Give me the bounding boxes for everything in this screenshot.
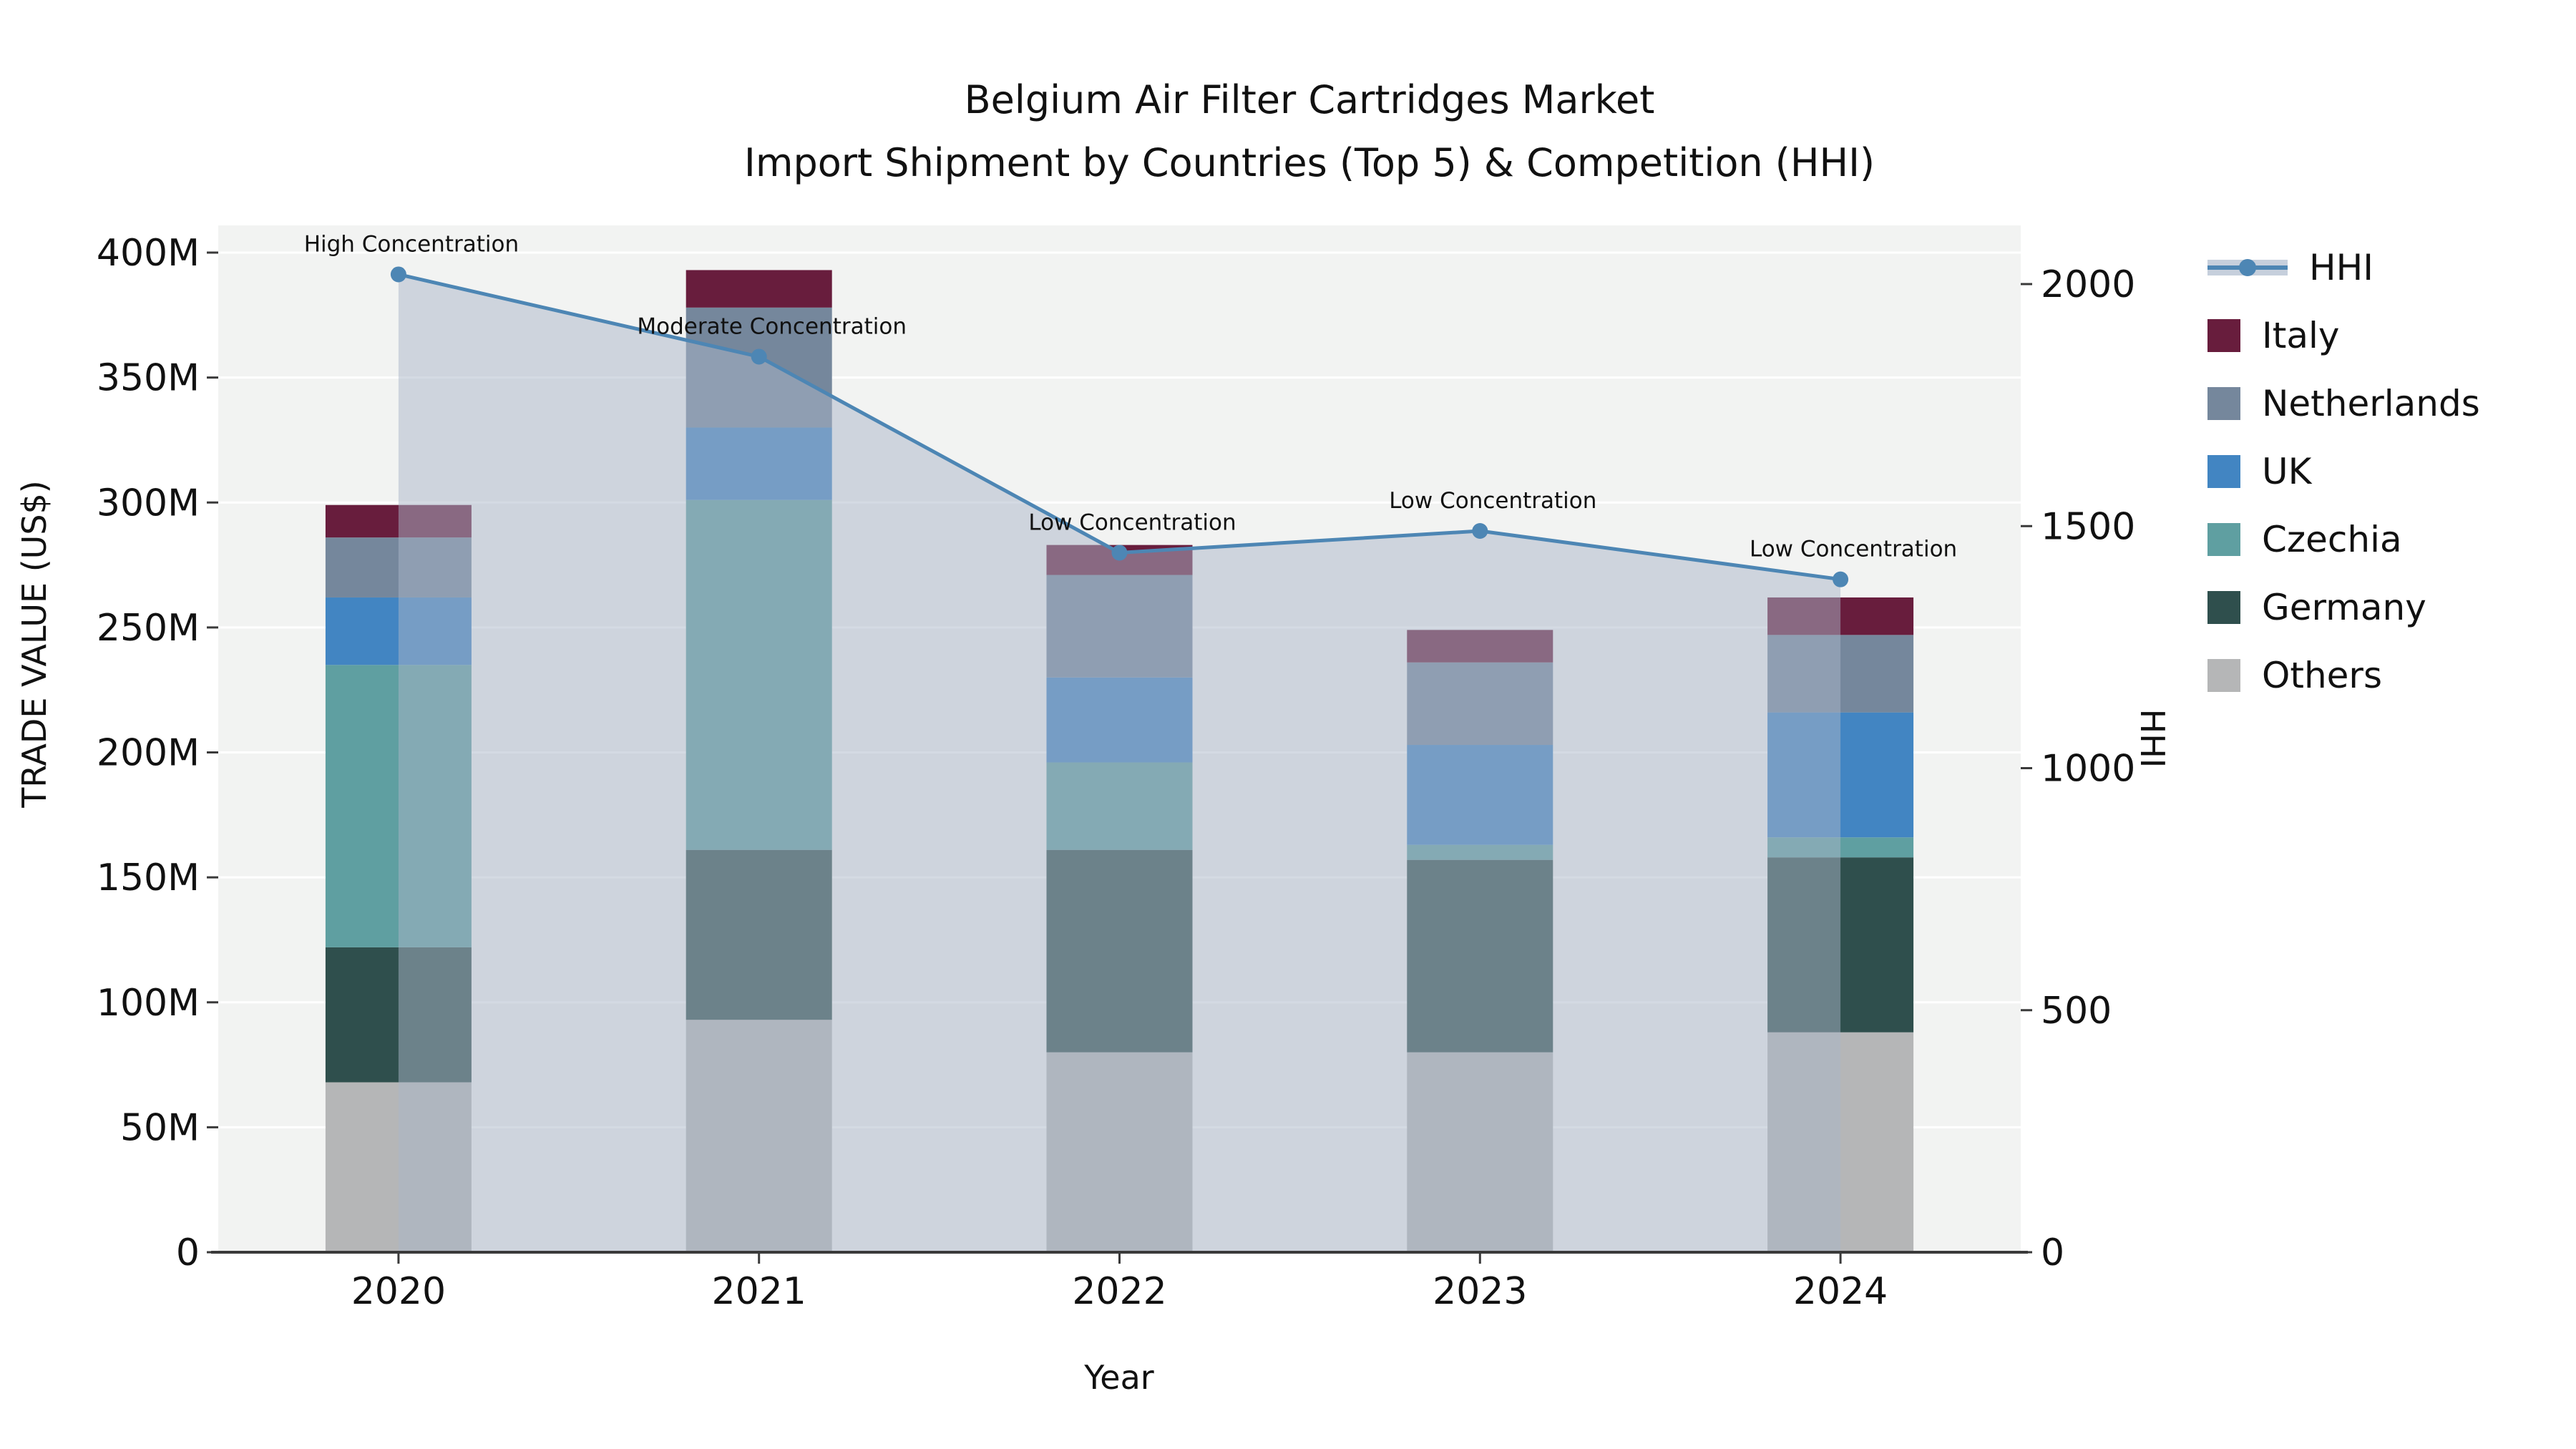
legend-swatch-netherlands-icon	[2207, 386, 2240, 420]
legend-swatch-others-icon	[2207, 658, 2240, 692]
y-right-tick-label-500: 500	[2041, 990, 2112, 1033]
y-right-tick-label-1500: 1500	[2041, 505, 2135, 548]
annotation-2023: Low Concentration	[1389, 488, 1596, 514]
hhi-marker-2023	[1472, 523, 1488, 540]
legend-label-hhi: HHI	[2309, 246, 2373, 288]
legend-item-others: Others	[2207, 641, 2480, 709]
hhi-marker-2022	[1111, 545, 1128, 561]
y-axis-title-left: TRADE VALUE (US$)	[15, 480, 54, 808]
legend-swatch-italy-icon	[2207, 318, 2240, 352]
legend-item-hhi: HHI	[2207, 233, 2480, 301]
y-right-tick-label-0: 0	[2041, 1231, 2064, 1274]
annotation-2021: Moderate Concentration	[637, 313, 907, 339]
annotation-2020: High Concentration	[304, 231, 519, 257]
legend-item-czechia: Czechia	[2207, 505, 2480, 573]
legend-label-others: Others	[2262, 654, 2383, 696]
y-right-tick-label-2000: 2000	[2041, 263, 2135, 306]
legend-item-netherlands: Netherlands	[2207, 369, 2480, 437]
y-left-tick-label-150M: 150M	[97, 857, 200, 899]
x-tick-label-2021: 2021	[712, 1270, 806, 1313]
annotation-2024: Low Concentration	[1750, 537, 1957, 562]
chart-title: Belgium Air Filter Cartridges Market	[964, 77, 1655, 122]
legend-label-netherlands: Netherlands	[2262, 382, 2480, 424]
legend-label-germany: Germany	[2262, 586, 2426, 628]
legend-item-italy: Italy	[2207, 301, 2480, 369]
chart-title-block: Belgium Air Filter Cartridges Market Imp…	[744, 69, 1875, 195]
legend-swatch-germany-icon	[2207, 590, 2240, 624]
y-left-tick-label-300M: 300M	[97, 482, 200, 525]
y-axis-title-right: HHI	[2133, 708, 2172, 769]
legend: HHI Italy Netherlands UK Czechia Germany Other…	[2207, 233, 2480, 709]
legend-label-italy: Italy	[2262, 314, 2340, 356]
y-right-tick-label-1000: 1000	[2041, 748, 2135, 791]
legend-swatch-czechia-icon	[2207, 522, 2240, 556]
y-left-tick-label-400M: 400M	[97, 232, 200, 275]
hhi-dot-icon	[2239, 258, 2256, 276]
x-tick-label-2022: 2022	[1072, 1270, 1166, 1313]
x-axis-title: Year	[1084, 1358, 1154, 1397]
chart-subtitle: Import Shipment by Countries (Top 5) & C…	[743, 140, 1875, 185]
hhi-area-fill	[398, 274, 1841, 1253]
y-left-tick-label-200M: 200M	[97, 732, 200, 775]
hhi-marker-2024	[1833, 571, 1849, 587]
y-left-tick-label-50M: 50M	[120, 1106, 200, 1149]
legend-swatch-uk-icon	[2207, 454, 2240, 488]
x-tick-label-2020: 2020	[351, 1270, 446, 1313]
hhi-legend-glyph-icon	[2207, 251, 2288, 284]
annotation-2022: Low Concentration	[1028, 509, 1236, 535]
bar-segment-2021-italy	[686, 270, 832, 308]
y-left-tick-label-100M: 100M	[97, 982, 200, 1025]
legend-item-uk: UK	[2207, 437, 2480, 505]
y-left-tick-label-250M: 250M	[97, 607, 200, 650]
y-left-tick-label-350M: 350M	[97, 357, 200, 400]
legend-label-czechia: Czechia	[2262, 518, 2402, 560]
legend-label-uk: UK	[2262, 450, 2312, 492]
y-left-tick-label-0: 0	[176, 1231, 200, 1274]
x-tick-label-2023: 2023	[1433, 1270, 1527, 1313]
x-tick-label-2024: 2024	[1793, 1270, 1888, 1313]
hhi-marker-2021	[751, 348, 767, 365]
hhi-marker-2020	[390, 266, 406, 283]
legend-item-germany: Germany	[2207, 573, 2480, 641]
